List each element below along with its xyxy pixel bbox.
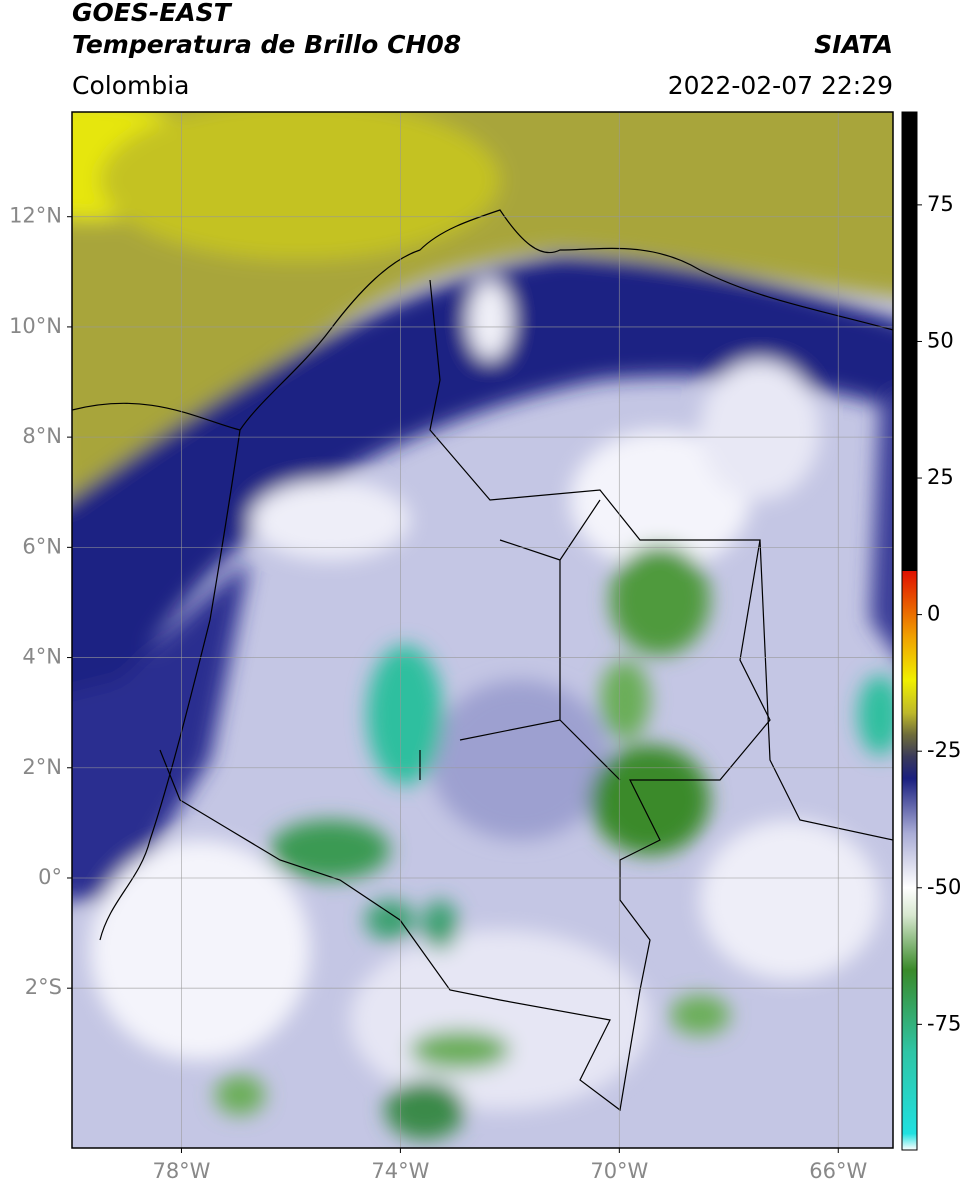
datetime: 2022-02-07 22:29	[668, 71, 893, 100]
y-tick-label: 8°N	[22, 424, 62, 448]
satellite-image	[72, 112, 893, 1148]
colorbar-tick-label: -50	[927, 875, 961, 899]
colorbar-tick-label: 25	[927, 465, 954, 489]
y-tick-label: 4°N	[22, 645, 62, 669]
source: SIATA	[814, 30, 893, 59]
colorbar-tick-label: -75	[927, 1011, 961, 1035]
y-tick-label: 12°N	[9, 204, 62, 228]
map-frame	[71, 111, 894, 1149]
colorbar-tick-label: -25	[927, 738, 961, 762]
colorbar	[901, 111, 918, 1151]
x-tick-label: 66°W	[809, 1159, 867, 1183]
y-tick-label: 2°S	[25, 975, 62, 999]
subtitle: Temperatura de Brillo CH08	[72, 30, 461, 59]
y-tick-label: 6°N	[22, 534, 62, 558]
title: GOES-EAST	[72, 0, 233, 27]
region: Colombia	[72, 71, 189, 100]
x-tick-label: 74°W	[371, 1159, 429, 1183]
colorbar-tick-label: 75	[927, 192, 954, 216]
y-tick-label: 2°N	[22, 755, 62, 779]
y-tick-label: 10°N	[9, 314, 62, 338]
grid	[72, 112, 893, 1148]
colorbar-tick-label: 0	[927, 602, 940, 626]
y-tick-label: 0°	[38, 865, 62, 889]
colorbar-tick-label: 50	[927, 328, 954, 352]
x-tick-label: 70°W	[590, 1159, 648, 1183]
x-tick-label: 78°W	[152, 1159, 210, 1183]
